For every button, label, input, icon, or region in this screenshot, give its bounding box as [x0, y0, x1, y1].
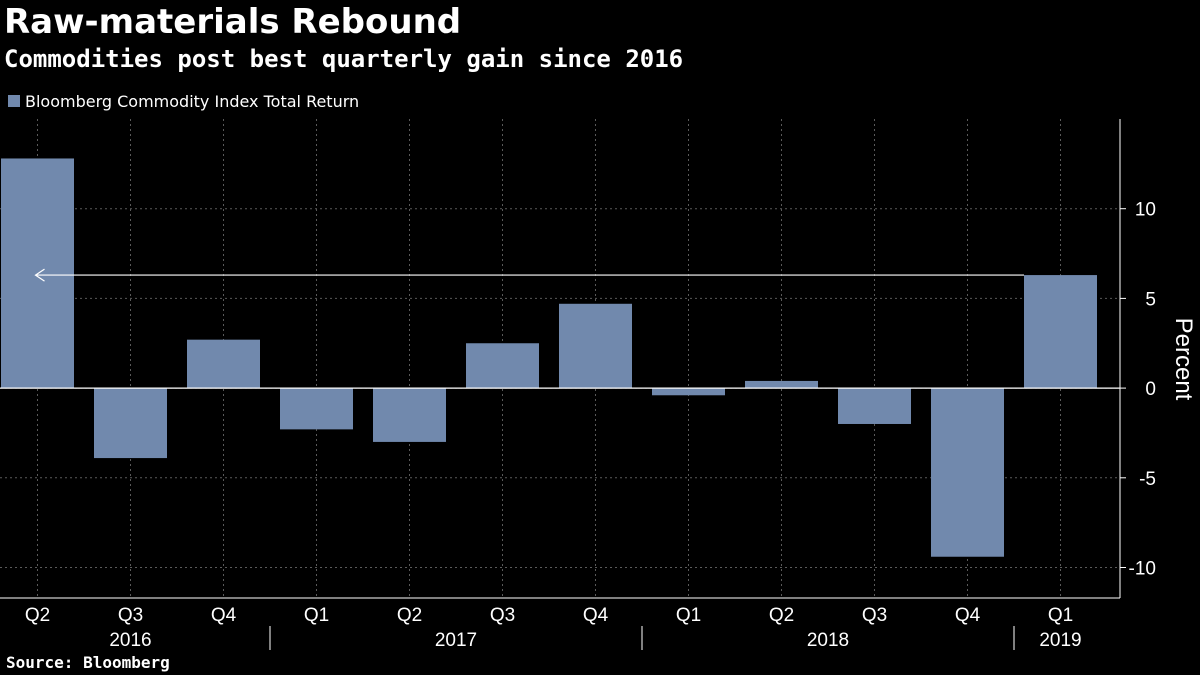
bar: [187, 339, 260, 389]
source-note: Source: Bloomberg: [6, 653, 170, 672]
chart-title: Raw-materials Rebound: [4, 2, 462, 42]
year-label: 2017: [435, 630, 477, 651]
bar: [652, 388, 725, 396]
bar: [559, 303, 632, 389]
legend: Bloomberg Commodity Index Total Return: [8, 90, 359, 112]
bar: [745, 380, 818, 389]
chart-subtitle: Commodities post best quarterly gain sin…: [4, 45, 684, 73]
x-tick-label: Q4: [955, 605, 981, 626]
bars-layer: [1, 158, 1097, 557]
bar: [280, 388, 353, 430]
bar: [1024, 275, 1097, 389]
x-tick-label: Q3: [862, 605, 887, 626]
x-tick-label: Q2: [25, 605, 50, 626]
bar: [838, 388, 911, 424]
axis-layer: 10 5 0 -5 -10 Percent Q2 Q3 Q4 Q1 Q2 Q3 Q4 Q1 Q2 Q3 Q4 Q1…: [0, 119, 1197, 651]
x-tick-label: Q3: [118, 605, 143, 626]
year-label: 2018: [807, 630, 849, 651]
y-tick-label: 10: [1135, 200, 1156, 221]
bar: [931, 388, 1004, 557]
bar: [373, 388, 446, 442]
x-tick-label: Q4: [583, 605, 609, 626]
year-label: 2019: [1039, 630, 1081, 651]
y-tick-label: 5: [1145, 289, 1156, 310]
x-tick-label: Q2: [769, 605, 794, 626]
y-tick-label: 0: [1145, 379, 1156, 400]
x-tick-label: Q2: [397, 605, 422, 626]
x-tick-label: Q1: [1048, 605, 1073, 626]
bar: [466, 343, 539, 389]
x-tick-label: Q3: [490, 605, 515, 626]
annotation-layer: [34, 268, 1024, 282]
bar: [94, 388, 167, 459]
annotation-arrow-head: [34, 268, 45, 282]
x-tick-label: Q4: [211, 605, 237, 626]
x-tick-label: Q1: [676, 605, 701, 626]
y-tick-label: -10: [1129, 559, 1156, 580]
x-tick-label: Q1: [304, 605, 329, 626]
y-axis-label: Percent: [1170, 318, 1197, 401]
y-tick-label: -5: [1139, 469, 1156, 490]
legend-label: Bloomberg Commodity Index Total Return: [25, 91, 360, 111]
legend-swatch: [8, 95, 20, 107]
year-label: 2016: [109, 630, 151, 651]
